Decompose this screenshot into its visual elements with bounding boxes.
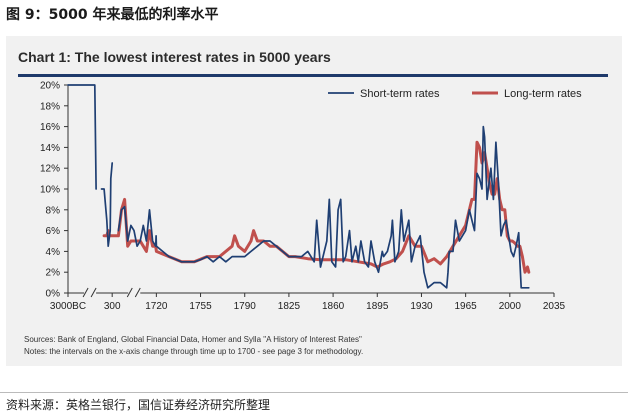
x-tick-label: 1790 [234,301,257,312]
sources-note: Sources: Bank of England, Global Financi… [24,335,362,344]
x-tick-label: 300 [104,301,121,312]
x-tick-label: 1930 [410,301,433,312]
x-tick-label: 1965 [455,301,478,312]
y-tick-label: 14% [40,143,60,154]
axis-break-gap [128,288,141,298]
chart-title: Chart 1: The lowest interest rates in 50… [18,49,331,65]
short-term-series-line [117,125,530,289]
y-tick-label: 18% [40,101,60,112]
y-tick-label: 20% [40,81,60,92]
axis-break-mark [90,287,97,298]
short-term-series-line [100,162,114,248]
x-tick-label: 1825 [278,301,301,312]
x-tick-label: 2000 [499,301,522,312]
footer-divider [0,392,628,393]
x-tick-label: 1860 [322,301,345,312]
y-tick-label: 2% [46,268,61,279]
axis-break-mark [134,287,141,298]
y-tick-label: 4% [46,247,61,258]
y-tick-label: 8% [46,205,61,216]
axis-break-gap [84,288,97,298]
x-tick-label: 1720 [145,301,168,312]
footer-source: 资料来源：英格兰银行，国信证券经济研究所整理 [6,398,271,412]
axis-break-mark [82,287,89,298]
legend-short-term-label: Short-term rates [360,88,440,100]
x-tick-label: 1755 [189,301,212,312]
x-tick-label: 1895 [366,301,389,312]
y-tick-label: 10% [40,185,60,196]
x-tick-label: 2035 [543,301,566,312]
y-tick-label: 0% [46,289,61,300]
short-term-series-line [67,84,97,190]
y-tick-label: 16% [40,122,60,133]
figure-caption: 图 9：5000 年来最低的利率水平 [6,7,219,23]
chart-notes: Sources: Bank of England, Global Financi… [24,334,363,358]
title-rule [18,74,608,77]
chart-panel: Chart 1: The lowest interest rates in 50… [6,36,622,366]
long-term-series-line [102,140,531,274]
y-tick-label: 12% [40,164,60,175]
legend-long-term-label: Long-term rates [504,88,582,100]
axis-break-mark [126,287,133,298]
x-tick-label: 3000BC [50,301,86,312]
y-tick-label: 6% [46,226,61,237]
line-chart: 0% 2% 4% 6% 8% 10% 12% 14% 16% 18% 20% 3000BC 300 172… [40,81,582,313]
intervals-note: Notes: the intervals on the x-axis chang… [24,347,364,356]
